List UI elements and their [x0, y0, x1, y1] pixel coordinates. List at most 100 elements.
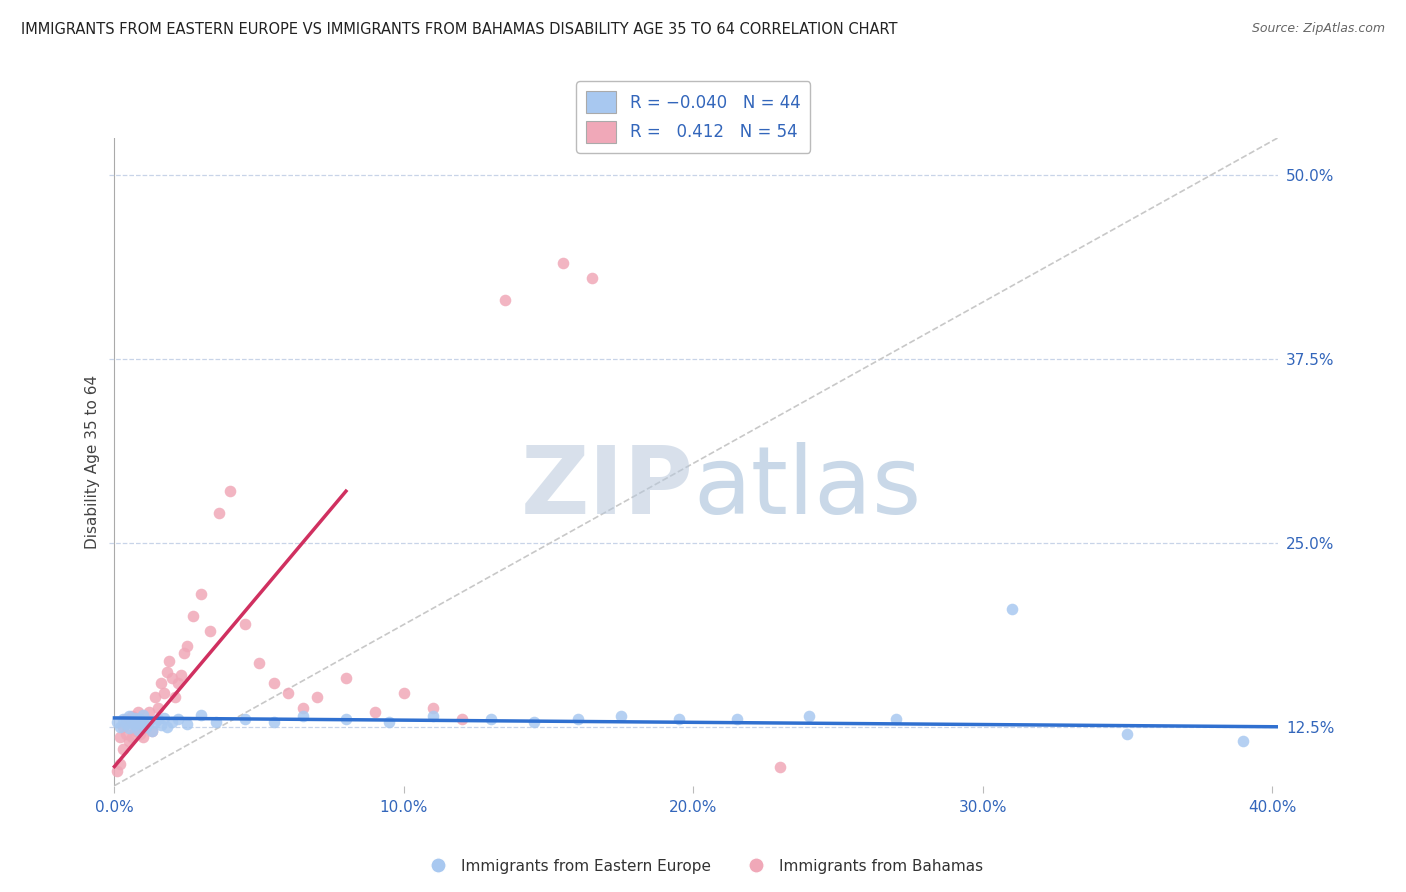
Y-axis label: Disability Age 35 to 64: Disability Age 35 to 64 — [86, 375, 100, 549]
Point — [422, 700, 444, 714]
Point — [1116, 727, 1139, 741]
Point — [162, 715, 184, 730]
Point — [138, 705, 160, 719]
Point — [132, 708, 155, 723]
Point — [335, 671, 357, 685]
Point — [118, 734, 141, 748]
Point — [157, 653, 180, 667]
Point — [146, 700, 169, 714]
Point — [291, 709, 314, 723]
Point — [291, 700, 314, 714]
Point — [1001, 602, 1024, 616]
Point — [138, 714, 160, 728]
Point — [135, 720, 157, 734]
Point — [176, 716, 198, 731]
Point — [115, 716, 138, 731]
Point — [551, 256, 574, 270]
Point — [124, 711, 146, 725]
Legend: Immigrants from Eastern Europe, Immigrants from Bahamas: Immigrants from Eastern Europe, Immigran… — [416, 853, 990, 880]
Point — [378, 715, 401, 730]
Point — [173, 646, 195, 660]
Point — [165, 690, 187, 705]
Point — [129, 727, 152, 741]
Point — [422, 709, 444, 723]
Point — [132, 716, 155, 731]
Point — [124, 724, 146, 739]
Point — [494, 293, 516, 307]
Point — [127, 715, 149, 730]
Point — [141, 724, 163, 739]
Point — [233, 713, 256, 727]
Point — [135, 720, 157, 734]
Point — [118, 715, 141, 730]
Point — [118, 721, 141, 735]
Point — [364, 705, 387, 719]
Point — [392, 686, 415, 700]
Point — [141, 724, 163, 739]
Text: atlas: atlas — [693, 442, 921, 533]
Point — [115, 713, 138, 727]
Point — [668, 713, 690, 727]
Point — [127, 723, 149, 737]
Point — [124, 718, 146, 732]
Point — [108, 756, 131, 771]
Point — [121, 709, 143, 723]
Point — [247, 657, 270, 671]
Point — [479, 713, 502, 727]
Point — [105, 764, 128, 778]
Point — [149, 718, 172, 732]
Point — [127, 720, 149, 734]
Point — [108, 720, 131, 734]
Text: ZIP: ZIP — [520, 442, 693, 533]
Point — [124, 715, 146, 730]
Point — [725, 713, 748, 727]
Point — [132, 715, 155, 730]
Point — [115, 727, 138, 741]
Point — [207, 506, 229, 520]
Point — [263, 675, 285, 690]
Text: Source: ZipAtlas.com: Source: ZipAtlas.com — [1251, 22, 1385, 36]
Point — [567, 713, 589, 727]
Point — [105, 715, 128, 730]
Point — [118, 709, 141, 723]
Legend: R = −0.040   N = 44, R =   0.412   N = 54: R = −0.040 N = 44, R = 0.412 N = 54 — [576, 81, 810, 153]
Point — [127, 705, 149, 719]
Point — [121, 730, 143, 744]
Point — [219, 484, 242, 499]
Point — [204, 715, 226, 730]
Point — [181, 609, 204, 624]
Point — [112, 720, 135, 734]
Point — [167, 675, 190, 690]
Point — [121, 714, 143, 728]
Point — [523, 715, 546, 730]
Point — [155, 720, 177, 734]
Point — [263, 715, 285, 730]
Point — [146, 713, 169, 727]
Point — [167, 713, 190, 727]
Point — [112, 713, 135, 727]
Point — [581, 270, 603, 285]
Point — [610, 709, 633, 723]
Point — [198, 624, 221, 638]
Point — [450, 713, 472, 727]
Point — [108, 730, 131, 744]
Point — [155, 665, 177, 680]
Point — [335, 713, 357, 727]
Point — [233, 616, 256, 631]
Point — [176, 639, 198, 653]
Point — [884, 713, 907, 727]
Point — [112, 742, 135, 756]
Point — [1232, 734, 1254, 748]
Point — [305, 690, 328, 705]
Point — [129, 713, 152, 727]
Point — [152, 711, 174, 725]
Point — [132, 730, 155, 744]
Text: IMMIGRANTS FROM EASTERN EUROPE VS IMMIGRANTS FROM BAHAMAS DISABILITY AGE 35 TO 6: IMMIGRANTS FROM EASTERN EUROPE VS IMMIGR… — [21, 22, 897, 37]
Point — [797, 709, 820, 723]
Point — [162, 671, 184, 685]
Point — [190, 587, 212, 601]
Point — [190, 708, 212, 723]
Point — [152, 686, 174, 700]
Point — [149, 675, 172, 690]
Point — [769, 759, 792, 773]
